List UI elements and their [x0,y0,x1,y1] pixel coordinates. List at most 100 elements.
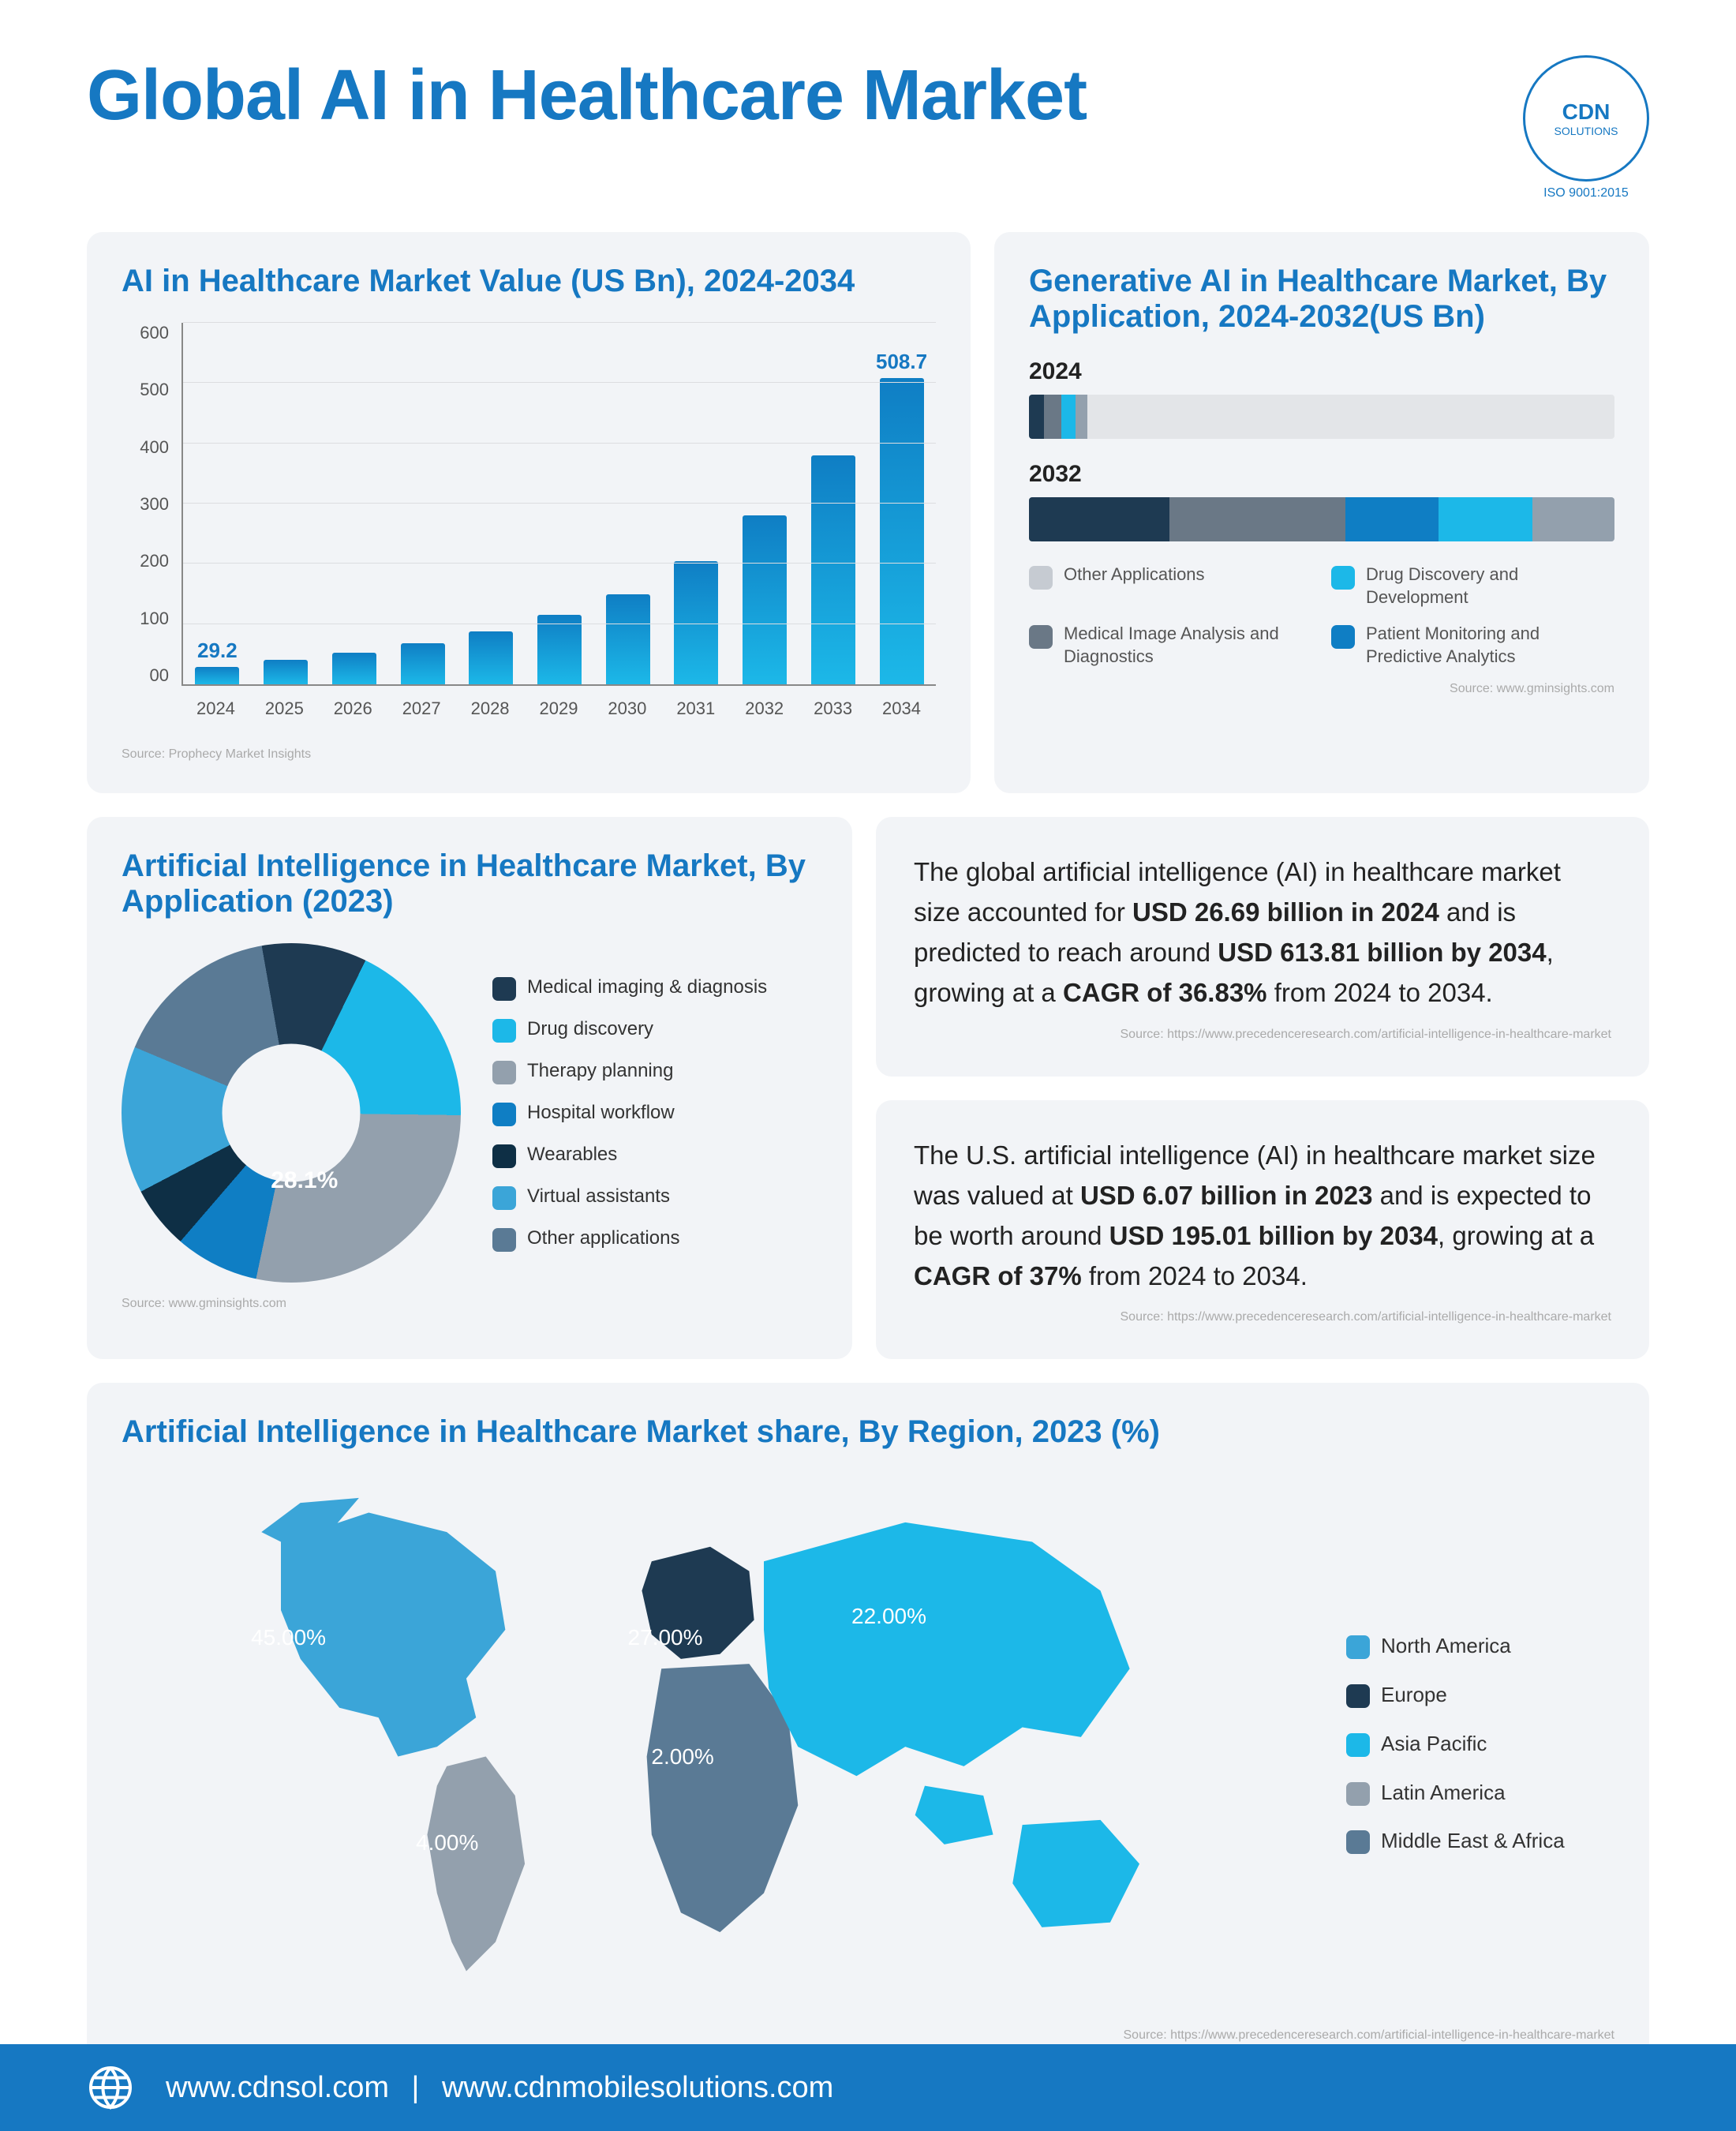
x-tick: 2028 [468,691,512,733]
legend-text: Drug discovery [527,1017,653,1041]
legend-swatch [1346,1733,1370,1757]
legend-text: Patient Monitoring and Predictive Analyt… [1366,623,1614,668]
footer-url-2[interactable]: www.cdnmobilesolutions.com [442,2071,833,2104]
bar [811,455,855,684]
legend-item: Therapy planning [492,1058,767,1084]
logo-iso: ISO 9001:2015 [1543,186,1629,200]
map-label: 45.00% [251,1625,326,1650]
world-map: 45.00%27.00%22.00%4.00%2.00% [122,1474,1299,2014]
legend-swatch [1029,625,1053,649]
genai-year-label: 2032 [1029,461,1614,488]
stat-callout-us: The U.S. artificial intelligence (AI) in… [876,1100,1649,1360]
y-tick: 100 [122,609,177,629]
donut-title: Artificial Intelligence in Healthcare Ma… [122,848,817,919]
bar [537,615,582,684]
bar-chart-source: Source: Prophecy Market Insights [122,747,936,762]
legend-item: Europe [1346,1682,1614,1709]
x-tick: 2027 [399,691,443,733]
y-tick: 300 [122,494,177,515]
legend-item: Other Applications [1029,564,1312,609]
legend-item: Medical imaging & diagnosis [492,975,767,1001]
bar-chart-title: AI in Healthcare Market Value (US Bn), 2… [122,264,936,299]
donut-legend: Medical imaging & diagnosis Drug discover… [492,975,767,1252]
logo-wrap: CDN SOLUTIONS ISO 9001:2015 [1523,55,1649,200]
genai-segment [1029,497,1169,541]
map-source: Source: https://www.precedenceresearch.c… [122,2028,1614,2043]
legend-item: Patient Monitoring and Predictive Analyt… [1331,623,1614,668]
stat-callout-global: The global artificial intelligence (AI) … [876,817,1649,1077]
legend-text: Europe [1381,1682,1447,1709]
x-tick: 2031 [674,691,718,733]
legend-item: Middle East & Africa [1346,1828,1614,1855]
logo-text-main: CDN [1562,99,1611,125]
x-tick: 2030 [605,691,649,733]
legend-swatch [1331,625,1355,649]
map-title: Artificial Intelligence in Healthcare Ma… [122,1414,1614,1450]
logo-icon: CDN SOLUTIONS [1523,55,1649,182]
bar [743,515,787,684]
footer-url-1[interactable]: www.cdnsol.com [166,2071,389,2104]
genai-segment [1061,395,1076,439]
genai-segment [1044,395,1061,439]
legend-swatch [492,1103,516,1126]
legend-swatch [1346,1684,1370,1708]
x-tick: 2032 [743,691,787,733]
legend-swatch [492,1061,516,1084]
stat-callout-us-body: The U.S. artificial intelligence (AI) in… [914,1135,1611,1297]
bar-chart-card: AI in Healthcare Market Value (US Bn), 2… [87,232,971,793]
x-tick: 2026 [331,691,375,733]
genai-stacked-bar [1029,395,1614,439]
globe-icon [87,2064,134,2111]
legend-swatch [1346,1782,1370,1806]
genai-source: Source: www.gminsights.com [1029,682,1614,696]
bar: 29.2 [195,667,239,684]
genai-year-label: 2024 [1029,358,1614,385]
legend-swatch [1029,566,1053,590]
legend-item: Wearables [492,1142,767,1168]
map-region [647,1664,799,1932]
donut-source: Source: www.gminsights.com [122,1297,817,1311]
legend-text: Therapy planning [527,1058,673,1083]
header: Global AI in Healthcare Market CDN SOLUT… [87,55,1649,200]
x-tick: 2024 [193,691,238,733]
y-tick: 500 [122,380,177,400]
x-tick: 2033 [811,691,855,733]
x-tick: 2029 [537,691,581,733]
page-title: Global AI in Healthcare Market [87,55,1087,137]
legend-text: Drug Discovery and Development [1366,564,1614,609]
bar [606,594,650,685]
footer-sep: | [412,2071,420,2104]
x-tick: 2034 [880,691,924,733]
map-region [427,1757,525,1972]
genai-segment [1345,497,1439,541]
legend-swatch [492,1186,516,1210]
map-label: 2.00% [651,1744,713,1770]
y-tick: 400 [122,437,177,458]
donut-card: Artificial Intelligence in Healthcare Ma… [87,817,852,1359]
x-tick: 2025 [262,691,306,733]
legend-text: Hospital workflow [527,1100,675,1125]
legend-item: Drug discovery [492,1017,767,1043]
legend-item: Latin America [1346,1780,1614,1807]
legend-item: North America [1346,1633,1614,1660]
logo-text-sub: SOLUTIONS [1555,125,1618,137]
map-label: 22.00% [851,1604,926,1629]
legend-text: Asia Pacific [1381,1731,1487,1758]
legend-item: Virtual assistants [492,1184,767,1210]
footer: www.cdnsol.com | www.cdnmobilesolutions.… [0,2044,1736,2131]
stat-callout-us-source: Source: https://www.precedenceresearch.c… [914,1310,1611,1324]
y-tick: 600 [122,323,177,343]
legend-swatch [1346,1635,1370,1659]
legend-text: Medical Image Analysis and Diagnostics [1064,623,1312,668]
legend-swatch [1346,1830,1370,1854]
legend-text: Latin America [1381,1780,1506,1807]
bar [332,653,376,684]
map-region [764,1522,1139,1927]
legend-text: Medical imaging & diagnosis [527,975,767,999]
bar: 508.7 [880,378,924,684]
footer-urls: www.cdnsol.com | www.cdnmobilesolutions.… [166,2071,833,2105]
map-label: 4.00% [416,1830,478,1856]
legend-item: Asia Pacific [1346,1731,1614,1758]
donut-highlight-label: 28.1% [271,1167,338,1194]
legend-swatch [492,1019,516,1043]
